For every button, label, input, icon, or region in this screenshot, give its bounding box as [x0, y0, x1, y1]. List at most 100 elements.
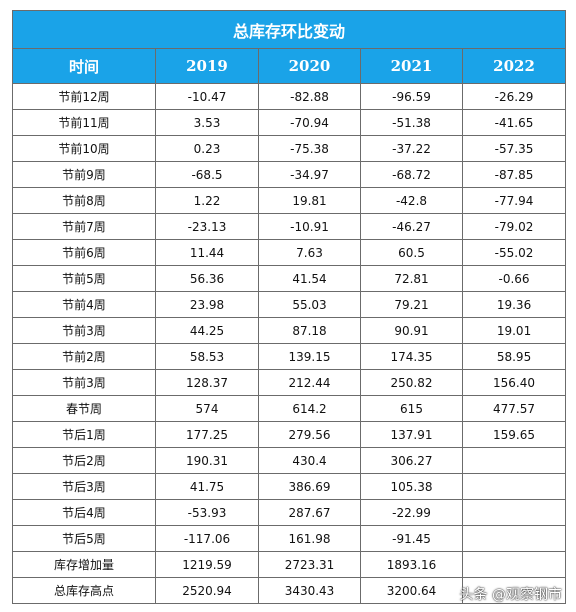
row-label: 节前6周	[12, 239, 156, 266]
table-cell: -37.22	[360, 135, 463, 162]
table-cell: -10.47	[155, 83, 259, 110]
table-row: 节后1周 177.25 279.56 137.91 159.65	[12, 421, 567, 448]
row-label: 节后2周	[12, 447, 156, 474]
table-cell: 615	[360, 395, 463, 422]
table-row: 节后2周 190.31 430.4 306.27	[12, 447, 567, 474]
table-cell: 19.81	[258, 187, 361, 214]
table-cell: 574	[155, 395, 259, 422]
table-row: 节前10周 0.23 -75.38 -37.22 -57.35	[12, 135, 567, 162]
table-cell: -79.02	[461, 213, 567, 240]
table-cell: 174.35	[360, 343, 463, 370]
table-row: 节前8周 1.22 19.81 -42.8 -77.94	[12, 187, 567, 214]
table-cell: 11.44	[155, 239, 259, 266]
table-cell: 128.37	[155, 369, 259, 396]
table-cell: -34.97	[258, 161, 361, 188]
table-cell: -0.66	[461, 265, 567, 292]
table-cell: 105.38	[360, 473, 463, 500]
table: 总库存环比变动 时间 2019 2020 2021 2022 节前12周 -10.47 -8…	[11, 10, 567, 604]
table-row: 节前5周 56.36 41.54 72.81 -0.66	[12, 265, 567, 292]
table-cell: 41.75	[155, 473, 259, 500]
table-cell: 156.40	[461, 369, 567, 396]
table-cell: -46.27	[360, 213, 463, 240]
table-cell: 477.57	[461, 395, 567, 422]
table-cell: -55.02	[461, 239, 567, 266]
table-cell: 614.2	[258, 395, 361, 422]
empty-cell	[461, 551, 567, 578]
table-cell: -26.29	[461, 83, 567, 110]
header-cell: 2022	[461, 48, 567, 84]
table-cell: 3200.64	[360, 577, 463, 604]
row-label: 节前9周	[12, 161, 156, 188]
table-cell: 1893.16	[360, 551, 463, 578]
row-label: 节前10周	[12, 135, 156, 162]
row-label: 节前3周	[12, 317, 156, 344]
table-cell: 19.36	[461, 291, 567, 318]
row-label: 节前8周	[12, 187, 156, 214]
table-cell: -82.88	[258, 83, 361, 110]
title-row: 总库存环比变动	[11, 10, 567, 49]
empty-cell	[461, 577, 567, 604]
row-label: 节前5周	[12, 265, 156, 292]
table-cell: 2723.31	[258, 551, 361, 578]
table-cell: 87.18	[258, 317, 361, 344]
table-cell: 287.67	[258, 499, 361, 526]
table-cell: 159.65	[461, 421, 567, 448]
table-cell: -51.38	[360, 109, 463, 136]
table-cell: -117.06	[155, 525, 259, 552]
row-label: 春节周	[12, 395, 156, 422]
header-row: 时间 2019 2020 2021 2022	[12, 48, 567, 84]
table-row: 节前3周 128.37 212.44 250.82 156.40	[12, 369, 567, 396]
table-cell: 386.69	[258, 473, 361, 500]
header-cell: 2020	[258, 48, 361, 84]
header-cell: 时间	[12, 48, 156, 84]
row-label: 库存增加量	[12, 551, 156, 578]
table-row: 节后3周 41.75 386.69 105.38	[12, 473, 567, 500]
row-label: 节前3周	[12, 369, 156, 396]
table-row: 节前7周 -23.13 -10.91 -46.27 -79.02	[12, 213, 567, 240]
table-row: 节前11周 3.53 -70.94 -51.38 -41.65	[12, 109, 567, 136]
header-cell: 2021	[360, 48, 463, 84]
table-row: 节前12周 -10.47 -82.88 -96.59 -26.29	[12, 83, 567, 110]
empty-cell	[461, 447, 567, 474]
table-body: 节前12周 -10.47 -82.88 -96.59 -26.29 节前11周 3.53 -7…	[12, 83, 567, 604]
table-cell: 161.98	[258, 525, 361, 552]
table-cell: 58.53	[155, 343, 259, 370]
table-cell: 79.21	[360, 291, 463, 318]
row-label: 节后4周	[12, 499, 156, 526]
table-cell: 90.91	[360, 317, 463, 344]
table-cell: 19.01	[461, 317, 567, 344]
table-cell: 1219.59	[155, 551, 259, 578]
table-cell: -70.94	[258, 109, 361, 136]
table-cell: -53.93	[155, 499, 259, 526]
table-cell: 250.82	[360, 369, 463, 396]
table-cell: 7.63	[258, 239, 361, 266]
table-row: 库存增加量 1219.59 2723.31 1893.16	[12, 551, 567, 578]
empty-cell	[461, 473, 567, 500]
table-cell: 0.23	[155, 135, 259, 162]
table-cell: 306.27	[360, 447, 463, 474]
table-row: 节前4周 23.98 55.03 79.21 19.36	[12, 291, 567, 318]
table-cell: 41.54	[258, 265, 361, 292]
table-row: 总库存高点 2520.94 3430.43 3200.64	[12, 577, 567, 604]
table-row: 节后5周 -117.06 161.98 -91.45	[12, 525, 567, 552]
row-label: 节后1周	[12, 421, 156, 448]
table-cell: 2520.94	[155, 577, 259, 604]
table-cell: -22.99	[360, 499, 463, 526]
table-row: 节前3周 44.25 87.18 90.91 19.01	[12, 317, 567, 344]
table-cell: 177.25	[155, 421, 259, 448]
row-label: 节后5周	[12, 525, 156, 552]
table-cell: 139.15	[258, 343, 361, 370]
table-cell: 212.44	[258, 369, 361, 396]
row-label: 节前11周	[12, 109, 156, 136]
empty-cell	[461, 525, 567, 552]
table-cell: -91.45	[360, 525, 463, 552]
table-cell: 279.56	[258, 421, 361, 448]
table-cell: -23.13	[155, 213, 259, 240]
table-title: 总库存环比变动	[11, 10, 567, 49]
table-cell: 58.95	[461, 343, 567, 370]
row-label: 节前7周	[12, 213, 156, 240]
table-cell: 23.98	[155, 291, 259, 318]
table-cell: -68.72	[360, 161, 463, 188]
table-cell: -75.38	[258, 135, 361, 162]
